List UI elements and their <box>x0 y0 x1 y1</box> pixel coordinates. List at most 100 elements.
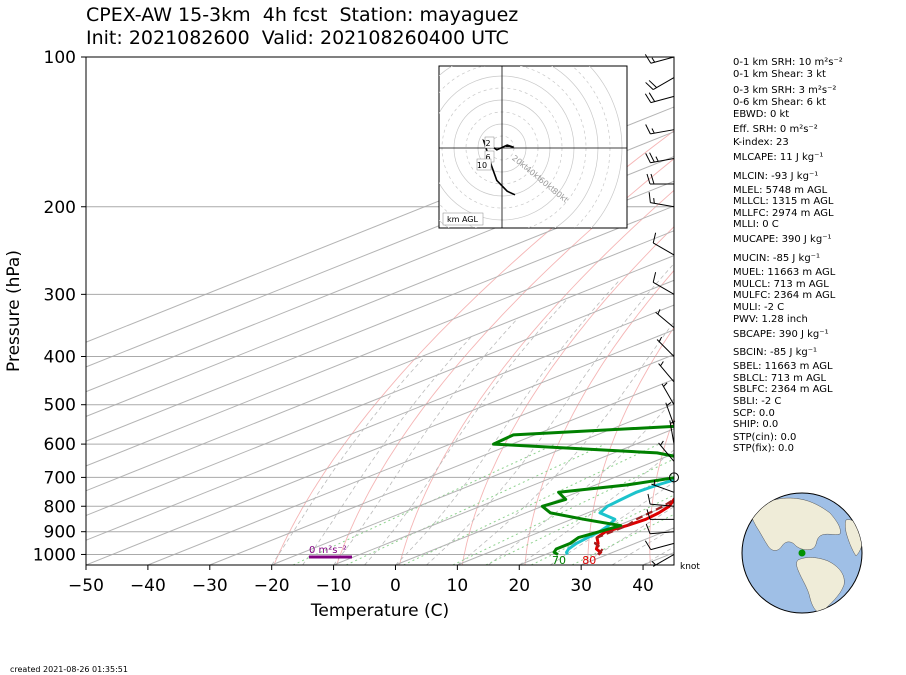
x-tick-label: −30 <box>192 576 228 596</box>
index-line: MLCAPE: 11 J kg⁻¹ <box>733 152 824 163</box>
wind-barb-flag <box>644 93 652 103</box>
parcel-profile <box>593 498 674 556</box>
hodograph-units-label: km AGL <box>447 215 479 224</box>
index-line: K-index: 23 <box>733 137 789 148</box>
wind-units-label: knot <box>680 562 700 572</box>
wind-barb-half-flag <box>653 198 655 204</box>
wind-barb-staff <box>652 281 675 295</box>
mixing-ratio-line <box>345 443 606 565</box>
wind-barb-flag <box>646 173 651 185</box>
index-line: MLLFC: 2974 m AGL <box>733 208 834 219</box>
hodograph-frame <box>438 65 628 229</box>
index-line: MLEL: 5748 m AGL <box>733 185 828 196</box>
isotherm <box>271 403 674 565</box>
wind-barb-flag <box>645 153 651 163</box>
isotherm <box>86 279 674 517</box>
dry-adiabat <box>461 226 674 565</box>
wind-barb-flag <box>645 124 651 135</box>
x-axis-label: Temperature (C) <box>310 601 449 621</box>
surface-wetbulb-label: 70 <box>552 554 566 567</box>
index-line: EBWD: 0 kt <box>733 109 790 120</box>
wind-barb-half-flag <box>663 382 668 387</box>
wind-barb-half-flag <box>651 57 656 63</box>
moist-adiabat <box>364 297 569 565</box>
hodograph-units-box <box>442 212 484 226</box>
moist-adiabat <box>395 279 621 565</box>
wind-barb-half-flag <box>651 128 655 134</box>
dry-adiabat <box>879 57 906 565</box>
location-globe <box>741 492 863 614</box>
moist-adiabat <box>488 398 674 565</box>
index-line: MUCIN: -85 J kg⁻¹ <box>733 253 820 264</box>
x-tick-label: −50 <box>68 576 104 596</box>
mixing-ratio-line <box>485 473 674 565</box>
wind-barb-half-flag <box>655 156 659 162</box>
mixing-ratio-line <box>571 513 674 565</box>
index-line: SBEL: 11663 m AGL <box>733 361 833 372</box>
index-line: SBLCL: 713 m AGL <box>733 373 827 384</box>
wind-barb-staff <box>650 95 675 104</box>
plot-frame <box>85 56 675 566</box>
y-axis-label: Pressure (hPa) <box>4 250 24 372</box>
x-tick-label: 0 <box>390 576 401 596</box>
srh-bar-label: 0 m²s⁻² <box>309 545 347 556</box>
index-line: Eff. SRH: 0 m²s⁻² <box>733 124 818 135</box>
index-line: PWV: 1.28 inch <box>733 314 808 325</box>
wind-barb-staff <box>650 56 675 64</box>
wind-barb-staff <box>650 542 675 551</box>
dry-adiabat <box>524 269 674 565</box>
created-timestamp: created 2021-08-26 01:35:51 <box>10 665 128 674</box>
index-line: MUEL: 11663 m AGL <box>733 267 836 278</box>
wind-barb-staff <box>661 383 675 405</box>
dry-adiabat <box>824 57 906 565</box>
wind-barb-flag <box>644 540 652 550</box>
isotherm <box>86 180 674 417</box>
mixing-ratio-line <box>531 494 674 565</box>
hodograph-height-label: 10 <box>477 161 487 170</box>
wind-barb-flag <box>645 82 654 90</box>
index-line: MULI: -2 C <box>733 302 785 313</box>
wind-barb-half-flag <box>651 561 657 566</box>
moist-adiabat <box>271 356 426 565</box>
index-line: MLLI: 0 C <box>733 219 779 230</box>
dry-adiabat <box>587 326 674 565</box>
index-line: STP(fix): 0.0 <box>733 443 794 454</box>
moist-adiabat <box>426 263 674 565</box>
wind-barb-staff <box>656 339 675 357</box>
y-tick-label: 900 <box>44 523 76 543</box>
index-line: SHIP: 0.0 <box>733 419 779 430</box>
wind-barb-flag <box>647 493 651 505</box>
index-line: SBLFC: 2364 m AGL <box>733 384 833 395</box>
title-line-1: CPEX-AW 15-3km 4h fcst Station: mayaguez <box>86 4 519 26</box>
sounding-profiles <box>492 424 674 556</box>
wind-barb-staff <box>665 402 675 426</box>
index-line: MUCAPE: 390 J kg⁻¹ <box>733 234 832 245</box>
moist-adiabat <box>302 336 472 565</box>
wind-barb-staff <box>651 483 675 493</box>
title-line-2: Init: 2021082600 Valid: 202108260400 UTC <box>86 27 509 49</box>
wind-barb-flag <box>652 232 657 244</box>
y-tick-label: 500 <box>44 396 76 416</box>
x-tick-label: 20 <box>508 576 530 596</box>
dry-adiabat <box>398 189 674 565</box>
x-tick-label: −10 <box>316 576 352 596</box>
wetbulb-profile <box>492 424 674 556</box>
surface-temperature-label: 80 <box>582 554 596 567</box>
x-tick-label: −40 <box>130 576 166 596</box>
station-marker <box>798 549 806 557</box>
wind-barb-flag <box>644 54 652 64</box>
index-line: SBCAPE: 390 J kg⁻¹ <box>733 329 829 340</box>
hodograph-height-label: 2 <box>485 139 490 148</box>
isotherm <box>86 329 674 565</box>
y-tick-label: 1000 <box>33 545 76 565</box>
index-line: 0-3 km SRH: 3 m²s⁻² <box>733 85 837 96</box>
wind-barb-staff <box>650 531 675 535</box>
moist-adiabat <box>580 506 674 565</box>
y-tick-label: 200 <box>44 198 76 218</box>
x-tick-label: 10 <box>447 576 469 596</box>
index-line: MLCIN: -93 J kg⁻¹ <box>733 171 819 182</box>
wind-barb-half-flag <box>657 309 661 315</box>
isotherm <box>86 254 674 492</box>
